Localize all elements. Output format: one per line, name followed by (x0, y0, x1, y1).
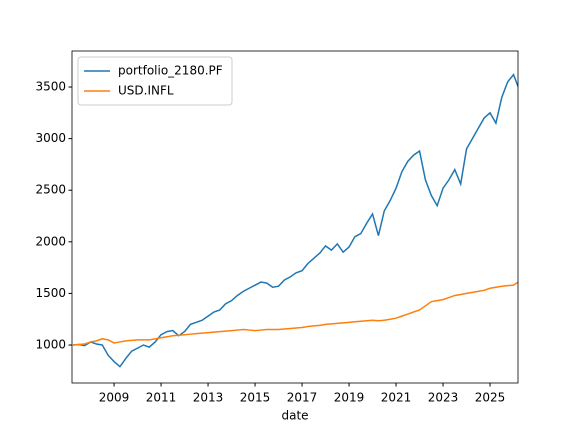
y-tick-label: 1500 (35, 286, 66, 300)
legend: portfolio_2180.PF USD.INFL (77, 56, 233, 106)
legend-box (77, 56, 233, 106)
x-tick-label: 2021 (381, 391, 412, 405)
x-tick-label: 2019 (334, 391, 365, 405)
plot-frame (71, 50, 519, 384)
y-tick-label: 2500 (35, 183, 66, 197)
x-tick-label: 2017 (287, 391, 318, 405)
x-tick-label: 2015 (240, 391, 271, 405)
x-axis-label: date (281, 409, 308, 423)
y-tick-label: 2000 (35, 234, 66, 248)
x-tick-label: 2011 (146, 391, 177, 405)
legend-label: USD.INFL (118, 84, 174, 98)
x-tick-label: 2013 (193, 391, 224, 405)
series-line (72, 281, 518, 346)
series-line (72, 73, 518, 368)
x-tick-label: 2025 (475, 391, 506, 405)
x-tick-label: 2009 (99, 391, 130, 405)
y-tick-label: 3500 (35, 80, 66, 94)
x-tick-label: 2023 (428, 391, 459, 405)
y-tick-label: 1000 (35, 338, 66, 352)
legend-label: portfolio_2180.PF (118, 64, 223, 78)
y-tick-label: 3000 (35, 131, 66, 145)
